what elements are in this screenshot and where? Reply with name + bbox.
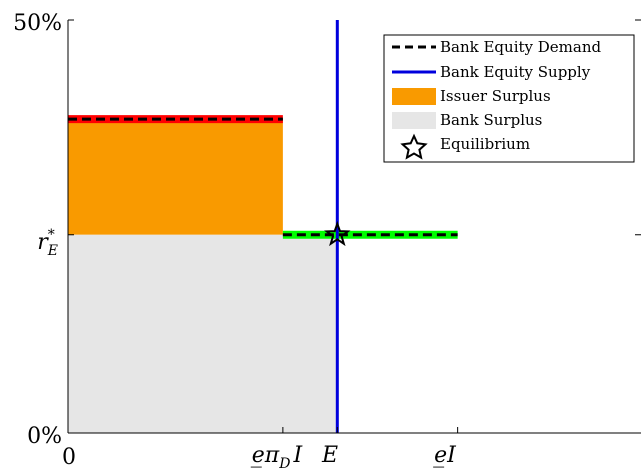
legend-entry-equilibrium: Equilibrium — [400, 133, 530, 160]
legend-bank-label: Bank Surplus — [440, 111, 542, 129]
legend-equilibrium-label: Equilibrium — [440, 135, 530, 153]
x-tick-label-zero: 0 — [62, 445, 76, 470]
y-tick-label-top: 50% — [13, 11, 62, 36]
legend-entry-supply: Bank Equity Supply — [392, 63, 591, 81]
x-tick-label-eI: e̲I — [433, 443, 457, 468]
legend-issuer-label: Issuer Surplus — [440, 87, 551, 105]
bank-surplus-area — [68, 234, 338, 433]
legend-supply-label: Bank Equity Supply — [440, 63, 591, 81]
legend-demand-label: Bank Equity Demand — [440, 38, 601, 56]
legend-issuer-swatch — [392, 88, 436, 105]
legend-star-icon — [400, 133, 428, 160]
issuer-surplus-area — [68, 119, 283, 235]
legend: Bank Equity Demand Bank Equity Supply Is… — [383, 34, 635, 163]
y-tick-label-rE: r* E — [37, 227, 58, 259]
x-tick-label-epid: e̲πD I — [251, 443, 304, 471]
plot-area — [67, 19, 641, 434]
legend-bank-swatch — [392, 112, 436, 129]
legend-entry-bank: Bank Surplus — [392, 111, 542, 129]
y-tick-label-bottom: 0% — [27, 424, 62, 449]
legend-entry-demand: Bank Equity Demand — [392, 38, 601, 56]
legend-entry-issuer: Issuer Surplus — [392, 87, 551, 105]
x-tick-label-E: E — [321, 443, 338, 468]
equilibrium-star-icon — [324, 220, 351, 247]
